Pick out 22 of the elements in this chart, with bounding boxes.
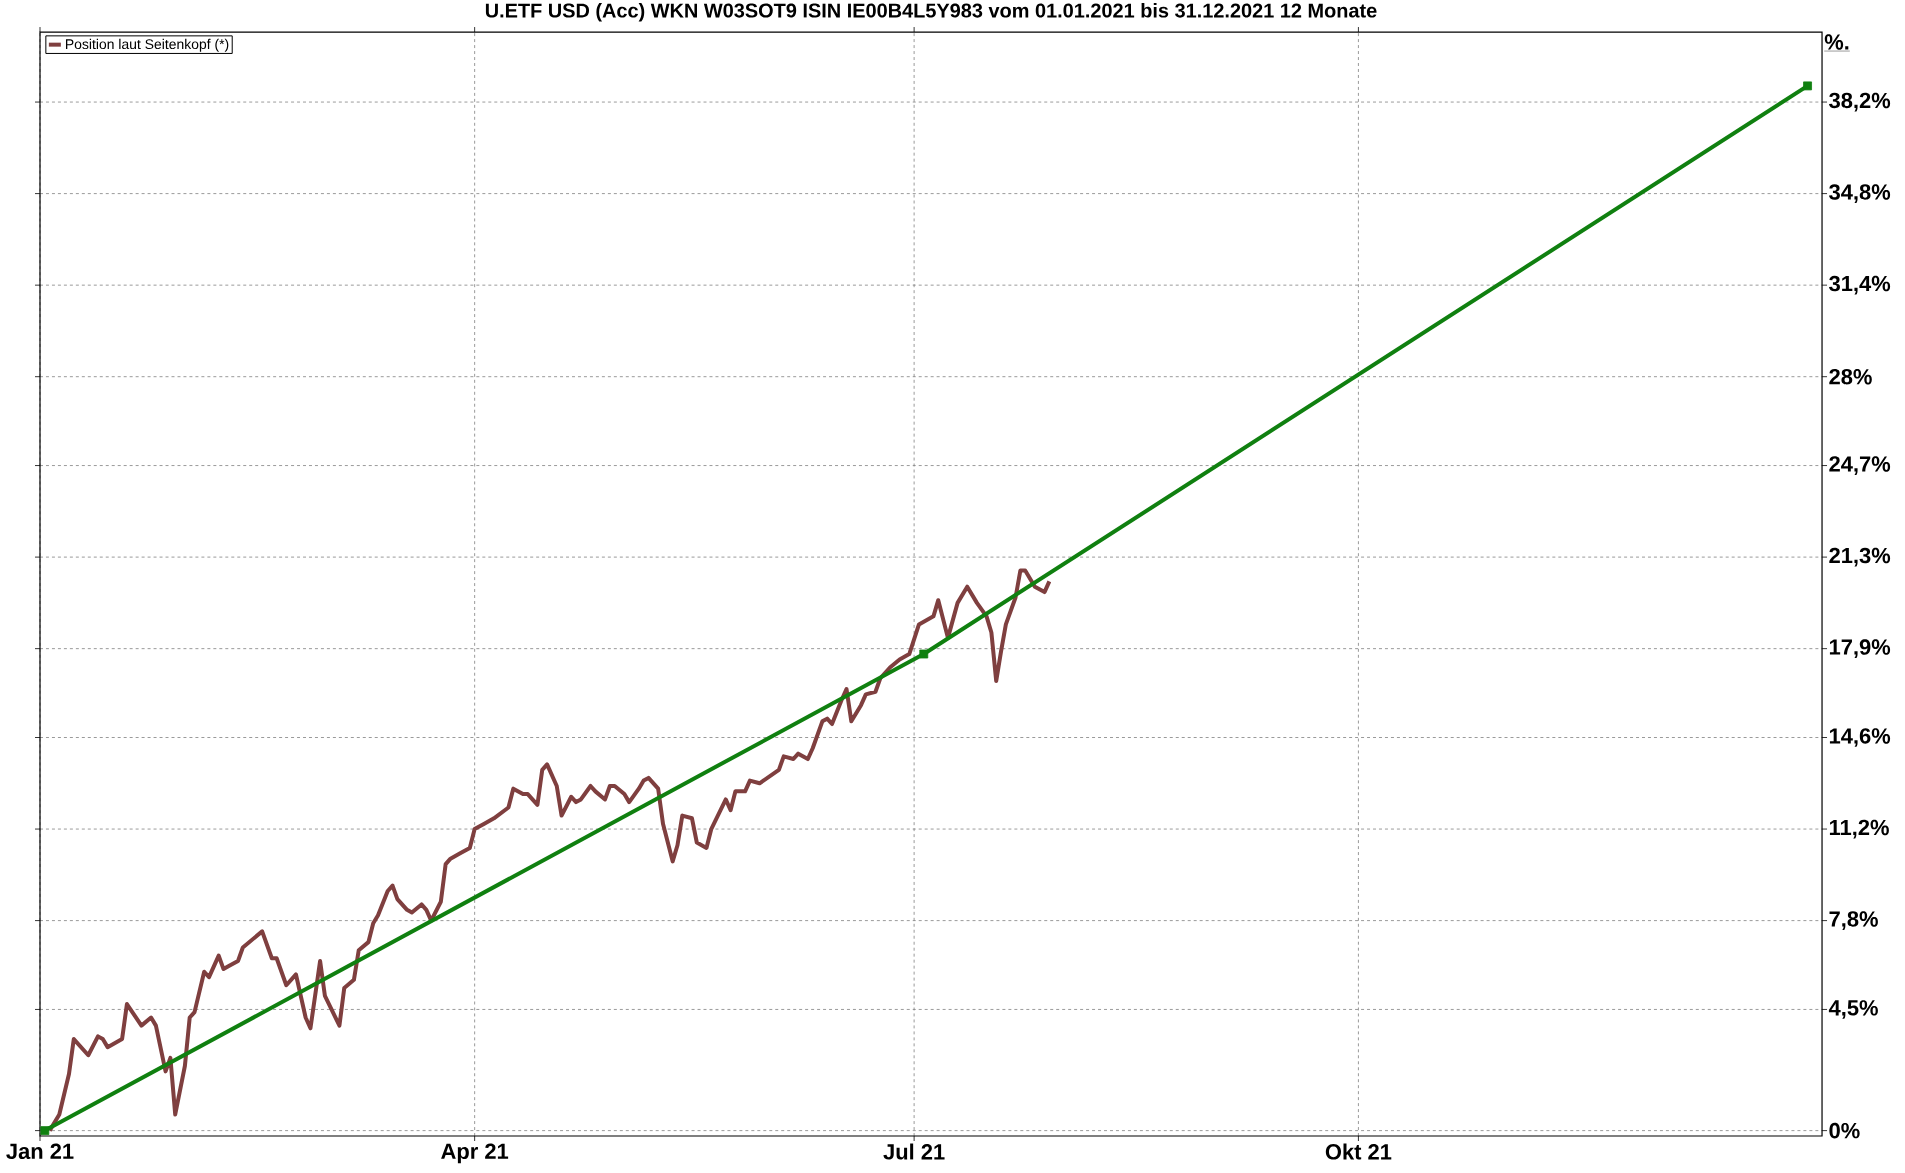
- legend-label: Position laut Seitenkopf (*): [65, 38, 229, 52]
- x-tick-label: Okt 21: [1325, 1143, 1392, 1160]
- y-tick-label: 0%: [1829, 1122, 1860, 1139]
- y-tick-label: 4,5%: [1828, 1000, 1878, 1019]
- y-tick-label: 11,2%: [1829, 819, 1889, 839]
- x-tick-label: Jul 21: [883, 1143, 945, 1160]
- y-tick-label: 28%: [1829, 368, 1872, 385]
- y-tick-label: 14,6%: [1829, 728, 1891, 747]
- y-tick-label: 34,8%: [1829, 184, 1891, 203]
- y-tick-label: 17,9%: [1829, 639, 1891, 658]
- y-tick-label: 31,4%: [1829, 275, 1891, 295]
- x-tick-label: Jan 21: [6, 1143, 74, 1160]
- point: [919, 649, 929, 659]
- y-tick-label: 24,7%: [1829, 456, 1891, 475]
- x-tick-label: Apr 21: [441, 1143, 509, 1164]
- y-tick-label: 21,3%: [1829, 547, 1891, 567]
- y-tick-label: 7,8%: [1829, 911, 1878, 930]
- point: [40, 1126, 50, 1136]
- y-axis-title: %.: [1824, 34, 1849, 50]
- y-tick-label: 38,2%: [1829, 92, 1891, 112]
- chart-title: U.ETF USD (Acc) WKN W03SOT9 ISIN IE00B4L5Y983 vom 01.01.2021 bis 31.12.2021 12 Monate: [485, 2, 1377, 22]
- point: [1803, 81, 1812, 91]
